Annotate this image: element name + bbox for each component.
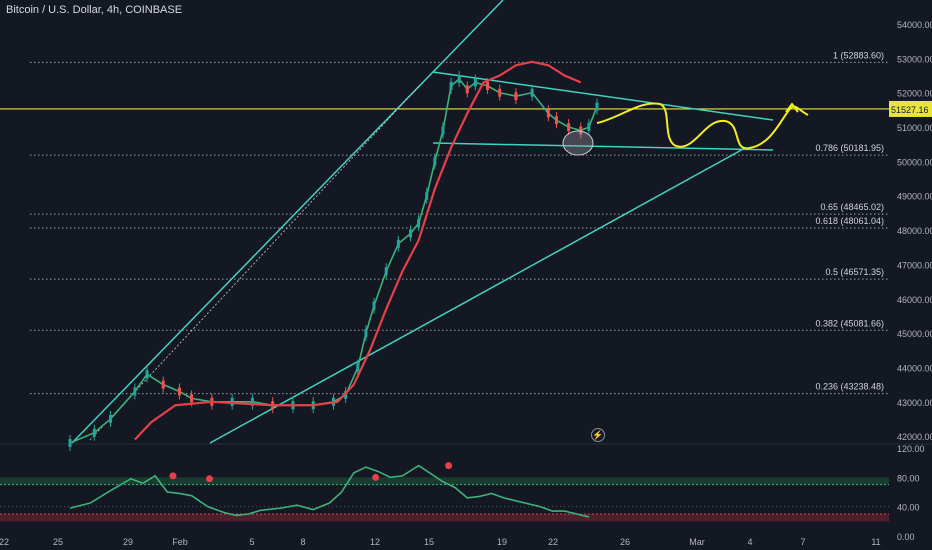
price-badge-text: 51527.16 <box>891 105 929 115</box>
candle-body <box>161 380 165 389</box>
lightning-icon[interactable]: ⚡ <box>591 428 605 442</box>
time-tick: 25 <box>53 537 63 547</box>
time-tick: 22 <box>0 537 9 547</box>
candle-body <box>177 387 181 396</box>
fib-label: 0.618 (48061.04) <box>815 216 884 226</box>
price-tick: 51000.00 <box>897 123 932 133</box>
candle-body <box>546 109 550 118</box>
time-tick: 19 <box>497 537 507 547</box>
candle-body <box>465 85 469 94</box>
lower-trend-line <box>209 147 746 444</box>
candle-body <box>409 229 413 238</box>
fib-label: 0.65 (48465.02) <box>820 202 884 212</box>
dashed-channel-line <box>89 84 421 441</box>
chart-title: Bitcoin / U.S. Dollar, 4h, COINBASE <box>6 4 183 16</box>
candle-body <box>344 390 348 399</box>
time-tick: 7 <box>800 537 805 547</box>
candle-body <box>457 74 461 83</box>
fib-label: 0.382 (45081.66) <box>815 318 884 328</box>
price-tick: 53000.00 <box>897 54 932 64</box>
price-tick: 47000.00 <box>897 260 932 270</box>
candle-body <box>587 123 591 132</box>
candle-body <box>92 428 96 437</box>
price-line <box>69 77 598 444</box>
candle-body <box>595 102 599 111</box>
rsi-divergence-dot <box>445 462 453 470</box>
candle-body <box>145 370 149 379</box>
time-tick: 5 <box>249 537 254 547</box>
candle-body <box>425 191 429 200</box>
candle-body <box>356 363 360 372</box>
rsi-tick: 80.00 <box>897 473 920 483</box>
candle-body <box>514 92 518 101</box>
time-tick: Feb <box>172 537 188 547</box>
candle-body <box>567 123 571 132</box>
time-tick: 22 <box>548 537 558 547</box>
price-tick: 48000.00 <box>897 226 932 236</box>
price-tick: 43000.00 <box>897 398 932 408</box>
price-tick: 50000.00 <box>897 157 932 167</box>
candle-body <box>133 387 137 396</box>
price-tick: 54000.00 <box>897 20 932 30</box>
rsi-oversold-band <box>0 514 889 522</box>
rsi-divergence-dot <box>169 472 177 480</box>
fib-label: 0.236 (43238.48) <box>815 382 884 392</box>
candle-body <box>473 78 477 87</box>
price-tick: 44000.00 <box>897 363 932 373</box>
rsi-divergence-dot <box>372 473 380 481</box>
candle-body <box>498 88 502 97</box>
candle-body <box>364 329 368 338</box>
highlight-circle <box>562 130 594 156</box>
candle-body <box>486 81 490 90</box>
time-tick: 15 <box>424 537 434 547</box>
upper-channel-line <box>71 0 504 444</box>
candle-body <box>68 439 72 447</box>
fib-label: 0.786 (50181.95) <box>815 143 884 153</box>
rsi-tick: 40.00 <box>897 503 920 513</box>
projection-path <box>596 102 809 150</box>
candle-body <box>441 126 445 135</box>
candle-body <box>250 397 254 406</box>
price-tick: 46000.00 <box>897 295 932 305</box>
candle-body <box>190 394 194 403</box>
price-tick: 45000.00 <box>897 329 932 339</box>
time-tick: 26 <box>620 537 630 547</box>
time-tick: 8 <box>300 537 305 547</box>
candle-body <box>396 239 400 248</box>
rsi-pane <box>0 445 932 540</box>
fib-label: 1 (52883.60) <box>833 50 884 60</box>
candle-body <box>530 88 534 97</box>
rsi-tick: 0.00 <box>897 532 915 542</box>
fib-label: 0.5 (46571.35) <box>825 267 884 277</box>
time-tick: 12 <box>370 537 380 547</box>
candle-body <box>372 301 376 310</box>
main-pane <box>0 0 932 443</box>
rsi-divergence-dot <box>205 475 213 483</box>
time-tick: 4 <box>747 537 752 547</box>
candle-body <box>384 267 388 276</box>
rsi-tick: 120.00 <box>897 444 925 454</box>
price-badge <box>889 100 932 117</box>
candle-body <box>579 126 583 135</box>
candle-body <box>433 157 437 166</box>
time-tick: 29 <box>123 537 133 547</box>
time-tick: Mar <box>689 537 705 547</box>
candle-body <box>109 414 113 423</box>
time-tick: 11 <box>871 537 880 547</box>
candle-body <box>449 81 453 90</box>
price-tick: 49000.00 <box>897 192 932 202</box>
candle-body <box>554 116 558 125</box>
projection-arrow <box>785 102 799 113</box>
moving-average-line <box>134 60 582 441</box>
price-tick: 42000.00 <box>897 432 932 442</box>
triangle-bottom-line <box>432 142 774 151</box>
candle-body <box>230 397 234 406</box>
price-tick: 52000.00 <box>897 89 932 99</box>
candle-body <box>417 219 421 228</box>
rsi-overbought-band <box>0 477 889 485</box>
rsi-line <box>69 464 590 518</box>
